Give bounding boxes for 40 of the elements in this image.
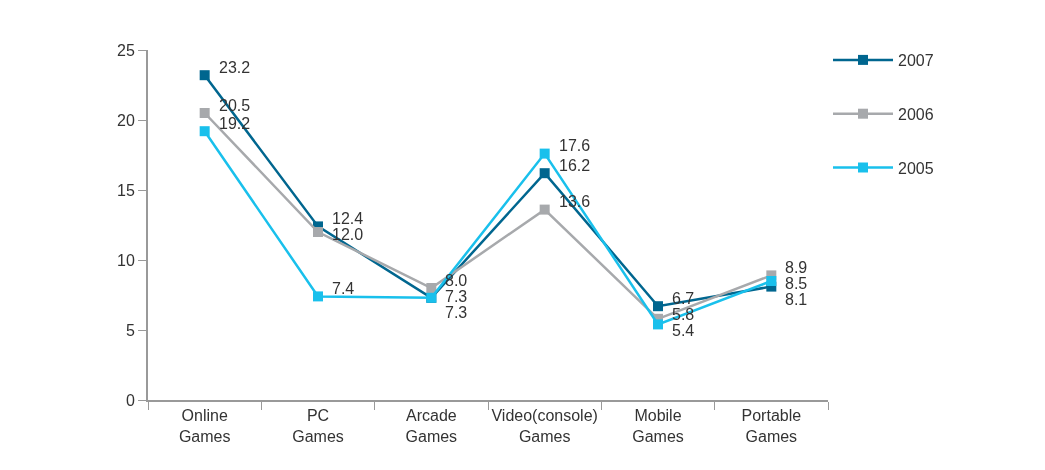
data-label: 23.2 (219, 59, 251, 76)
point (199, 70, 210, 81)
y-tick-label: 15 (117, 181, 135, 199)
x-tick-label: Portable Games (741, 407, 802, 445)
legend-label: 2007 (898, 52, 934, 70)
data-label: 16.2 (559, 157, 591, 174)
point (426, 283, 437, 293)
data-label: 12.4 (332, 210, 364, 227)
point (539, 148, 550, 159)
point (313, 291, 323, 302)
point (539, 168, 550, 179)
point (766, 276, 777, 286)
x-tick-label: PC Games (292, 407, 344, 445)
y-tick-label: 10 (117, 251, 135, 269)
y-tick-label: 20 (117, 111, 135, 129)
data-label: 5.4 (672, 322, 695, 339)
point (199, 108, 210, 118)
data-label: 12.0 (332, 226, 364, 243)
data-label: 8.1 (785, 291, 808, 308)
data-label: 8.9 (785, 259, 808, 276)
y-tick-label: 0 (125, 391, 135, 409)
data-label: 7.3 (445, 304, 468, 321)
point (539, 204, 550, 215)
data-label: 8.0 (445, 272, 468, 289)
x-tick-label: Online Games (178, 407, 231, 445)
point (653, 319, 663, 330)
legend-label: 2005 (898, 159, 934, 177)
data-label: 8.5 (785, 275, 808, 292)
legend-label: 2006 (898, 105, 934, 123)
point (313, 227, 323, 237)
data-label: 7.3 (445, 288, 468, 305)
point (199, 126, 210, 137)
data-label: 7.4 (332, 280, 355, 297)
x-tick-label: Video(console) Games (491, 407, 598, 445)
x-tick-label: Mobile Games (632, 407, 684, 445)
point (653, 301, 663, 312)
y-tick-label: 25 (117, 41, 135, 59)
y-tick-label: 5 (125, 321, 135, 339)
x-tick-label: Arcade Games (405, 407, 458, 445)
data-label: 17.6 (559, 137, 591, 154)
